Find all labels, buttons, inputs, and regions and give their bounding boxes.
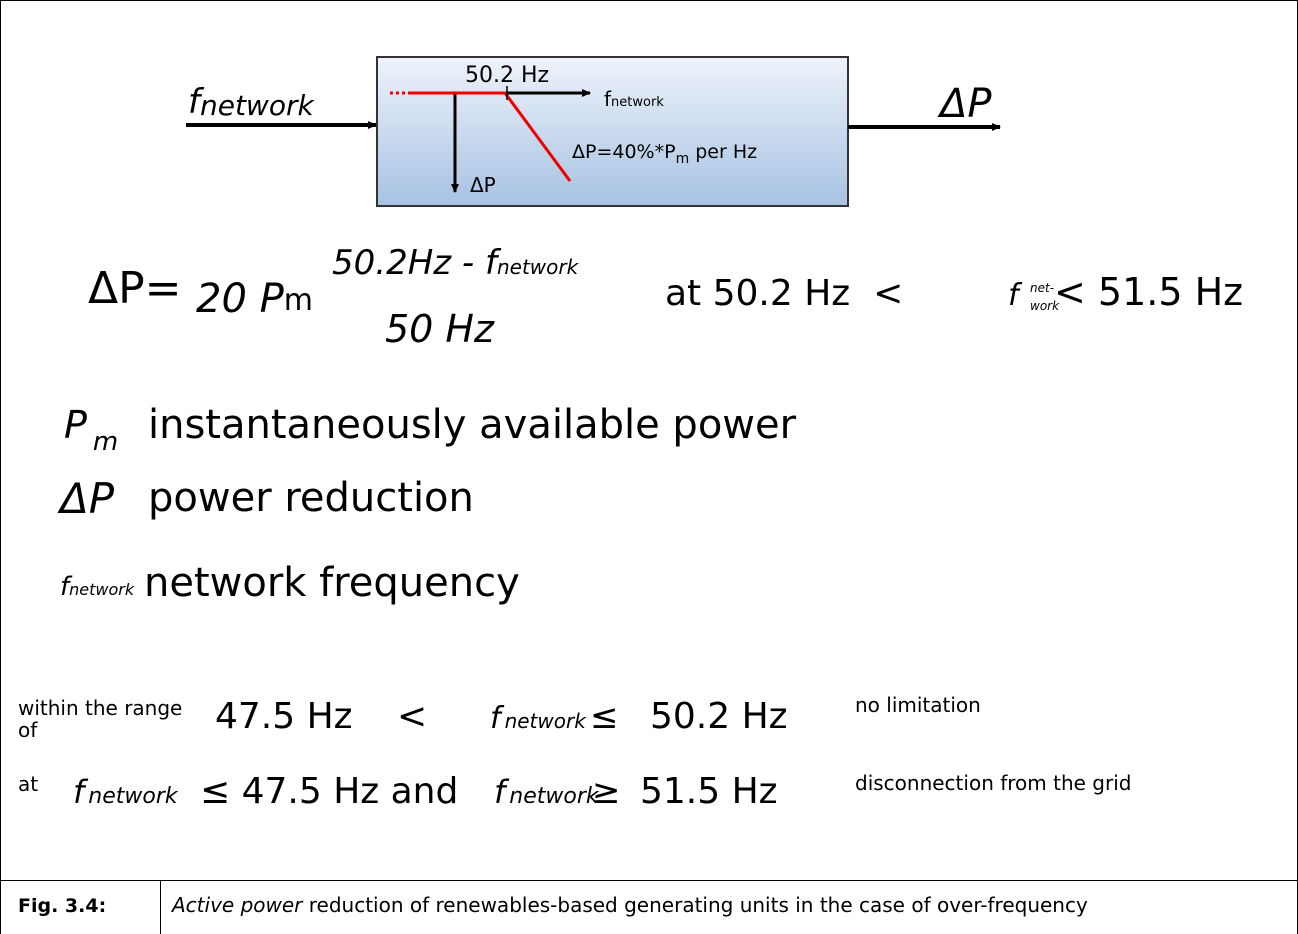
factor: 20 P	[196, 276, 285, 322]
range-symbol: f network	[494, 773, 600, 811]
subscript: network	[200, 89, 315, 122]
threshold-label: 50.2 Hz	[465, 63, 549, 88]
subscript: network	[69, 580, 135, 599]
caption-text: Active power reduction of renewables-bas…	[172, 893, 1284, 917]
subscript: network	[509, 784, 600, 809]
condition-start: at 50.2 Hz <	[665, 273, 903, 314]
subscript: network	[497, 255, 580, 279]
range-lower: 47.5 Hz	[215, 696, 353, 737]
suffix: per Hz	[695, 141, 757, 163]
def-symbol: ΔP	[57, 474, 115, 523]
caption-label: Fig. 3.4:	[18, 895, 106, 917]
block	[376, 56, 849, 207]
range-symbol: f network	[73, 773, 179, 811]
subscript: m	[284, 283, 313, 318]
range-result: disconnection from the grid	[855, 771, 1131, 795]
symbol: f	[604, 87, 612, 111]
range-intro: at	[18, 772, 38, 796]
text: ΔP=40%*P	[572, 141, 676, 163]
range-upper: 51.5 Hz	[640, 771, 778, 812]
denominator: 50 Hz	[385, 307, 495, 351]
caption-body: reduction of renewables-based generating…	[308, 893, 1088, 917]
def-text: power reduction	[148, 475, 474, 521]
formula-factor: 20 Pm	[196, 276, 313, 322]
slope-label: ΔP=40%*Pm per Hz	[572, 141, 757, 167]
symbol: f	[494, 773, 510, 811]
condition-symbol: f	[1008, 278, 1023, 313]
range-intro: within the range of	[18, 696, 183, 742]
y-axis-label: ΔP	[470, 173, 496, 197]
symbol: f	[490, 701, 505, 736]
condition-end: < 51.5 Hz	[1054, 270, 1243, 314]
subscript: m	[676, 151, 690, 167]
condition-subscript: net-	[1030, 281, 1054, 295]
range-upper: 50.2 Hz	[650, 696, 788, 737]
symbol: f	[73, 773, 89, 811]
range-op: ≥	[592, 772, 621, 812]
caption-emphasis: Active power	[172, 893, 303, 917]
numerator-text: 50.2Hz - f	[332, 243, 502, 283]
range-op: ≤	[590, 697, 619, 737]
subscript: network	[611, 95, 664, 110]
formula-lhs: ΔP=	[88, 263, 182, 314]
output-label: ΔP	[937, 81, 992, 127]
range-middle: ≤ 47.5 Hz and	[200, 771, 458, 812]
def-text: instantaneously available power	[148, 402, 797, 448]
range-op: <	[397, 696, 427, 737]
droop-curve	[410, 91, 572, 182]
subscript: m	[93, 427, 118, 457]
symbol: P	[64, 403, 87, 447]
range-symbol: f network	[490, 701, 587, 736]
input-label: fnetwork	[188, 82, 315, 122]
def-symbol: fnetwork	[60, 572, 135, 602]
subscript: network	[505, 709, 588, 733]
x-axis-label: fnetwork	[604, 87, 664, 111]
numerator: 50.2Hz - fnetwork	[332, 243, 580, 283]
range-result: no limitation	[855, 693, 981, 717]
def-text: network frequency	[144, 560, 520, 606]
subscript: network	[88, 784, 179, 809]
condition-subscript: work	[1030, 299, 1060, 313]
